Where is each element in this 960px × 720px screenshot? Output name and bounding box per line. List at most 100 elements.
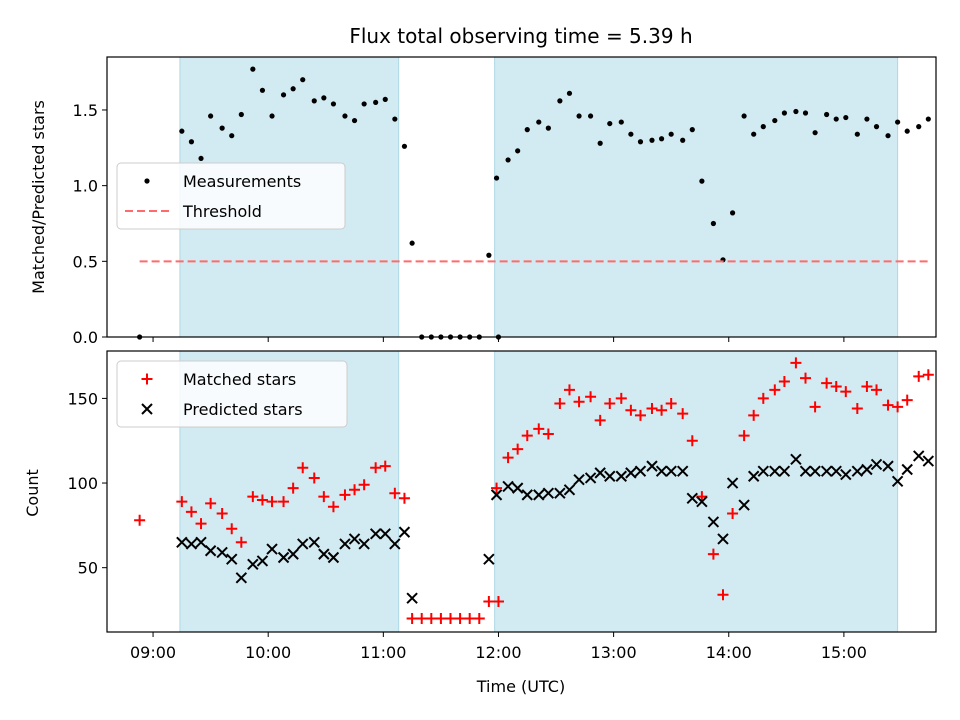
x-tick-label: 12:00 [475,643,521,662]
matched-star-point [464,612,476,624]
predicted-star-point [235,572,248,584]
predicted-star-point [348,533,361,545]
matched-star-point [533,423,545,435]
predicted-star-point [655,465,668,477]
predicted-star-point [216,546,228,559]
measurement-point [854,131,860,137]
matched-star-point [604,397,616,409]
legend: Measurements Threshold [116,162,346,230]
y-tick-label: 1.5 [73,101,98,120]
legend-swatch [141,403,153,415]
matched-star-point [646,403,658,415]
measurement-point [505,157,511,163]
series-matched-stars [134,357,934,624]
measurement-point [916,124,922,130]
matched-star-point [435,612,447,624]
matched-star-point [266,496,278,508]
measurement-point [741,113,747,119]
predicted-star-point [717,533,729,545]
measurement-point [772,117,778,124]
predicted-star-point [757,465,769,477]
series-measurements [137,66,931,340]
matched-star-point [379,460,391,472]
measurement-point [486,252,492,258]
measurement-point [300,77,306,83]
legend-label: Matched stars [183,370,296,389]
matched-star-point [861,381,873,393]
measurement-point [321,95,327,101]
matched-star-point [339,489,351,501]
matched-star-point [308,472,320,484]
matched-star-point [416,612,428,624]
matched-star-point [748,409,760,421]
axes-frame [106,350,937,633]
predicted-star-point [584,472,597,484]
measurement-point [515,148,521,154]
matched-star-point [195,518,207,530]
measurement-point [587,113,594,119]
predicted-star-point [696,495,708,508]
matched-star-point [686,435,698,447]
predicted-star-point [707,516,720,528]
matched-star-point [297,462,309,474]
x-axis-label: Time (UTC) [476,677,565,696]
matched-star-point [573,396,585,408]
matched-star-point [216,508,228,520]
measurement-point [545,125,551,131]
matched-star-point [882,399,894,411]
matched-star-point [327,501,339,513]
predicted-star-point [204,545,217,557]
measurement-point [885,133,891,139]
predicted-star-point [287,548,299,560]
measurement-point [873,124,880,130]
measurement-point [524,127,530,133]
predicted-star-point [922,455,935,467]
predicted-star-point [840,468,852,481]
matched-star-point [656,404,668,416]
measurement-point [618,119,624,125]
predicted-star-point [406,592,418,604]
measurement-point [280,92,287,98]
matched-star-point [492,596,504,608]
predicted-star-point [778,465,791,477]
bottom-panel: 50 100 150 09:00 10:00 11:00 12:00 13:00 14:00 15… [67,350,937,662]
measurement-point [895,119,901,125]
y-tick-label: 150 [67,389,98,408]
matched-star-point [585,391,597,403]
measurement-point [576,113,582,119]
predicted-star-point [820,465,833,477]
matched-star-point [821,377,833,389]
measurement-point [689,127,695,133]
predicted-star-point [790,453,802,466]
predicted-star-point [830,465,842,477]
matched-star-point [247,491,259,503]
measurement-point [188,139,195,145]
y-tick-label: 0.0 [73,328,98,347]
x-tick-label: 15:00 [821,643,867,662]
matched-star-point [778,375,790,387]
predicted-star-point [809,465,821,477]
predicted-star-point [913,450,925,462]
measurement-point [566,90,573,96]
predicted-star-point [594,467,606,479]
measurement-point [781,110,788,116]
matched-star-point [444,612,456,624]
matched-star-point [800,372,812,384]
predicted-star-point [226,553,238,565]
predicted-star-point [634,465,647,477]
predicted-star-point [686,492,698,504]
measurement-point [904,128,910,134]
matched-star-point [922,369,934,381]
predicted-star-point [398,526,411,538]
matched-star-point [370,462,382,474]
predicted-star-point [799,465,812,477]
series-predicted-stars [176,450,935,604]
top-panel: 0.0 0.5 1.0 1.5 Measurements Threshold [73,56,937,347]
matched-star-point [830,381,842,393]
measurement-point [269,113,275,119]
measurement-point [401,143,408,149]
matched-star-point [790,357,802,369]
predicted-star-point [389,538,401,550]
top-y-axis-label: Matched/Predicted stars [29,100,48,294]
predicted-star-point [266,543,278,555]
